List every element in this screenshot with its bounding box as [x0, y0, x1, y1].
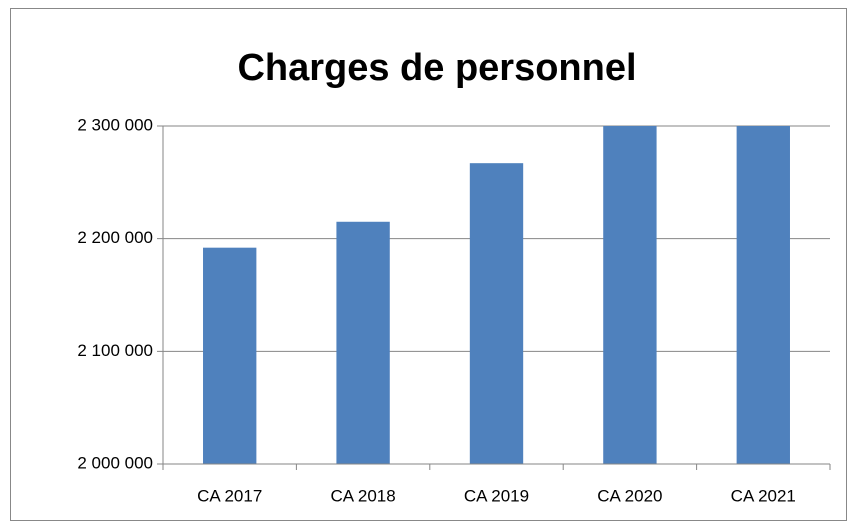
x-tick-label: CA 2020 [597, 486, 662, 505]
y-tick-label: 2 000 000 [77, 453, 153, 472]
x-tick-label: CA 2017 [197, 486, 262, 505]
bar [203, 247, 257, 464]
chart-title: Charges de personnel [237, 47, 636, 89]
y-tick-label: 2 100 000 [77, 341, 153, 360]
bar [736, 126, 790, 464]
x-tick-label: CA 2019 [464, 486, 529, 505]
bar [603, 126, 657, 464]
chart-frame [10, 8, 847, 521]
x-tick-label: CA 2021 [731, 486, 796, 505]
bar [469, 163, 524, 464]
y-tick-label: 2 300 000 [77, 115, 153, 134]
bar [336, 221, 390, 464]
y-tick-label: 2 200 000 [77, 228, 153, 247]
x-tick-label: CA 2018 [330, 486, 395, 505]
